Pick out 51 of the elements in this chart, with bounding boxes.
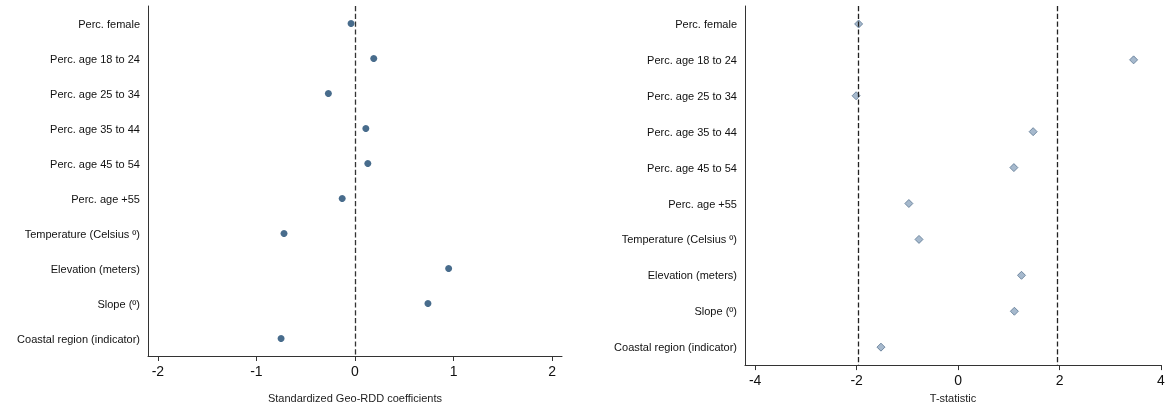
x-tick-label: 2 [548, 363, 557, 379]
point [364, 160, 372, 167]
point [851, 91, 861, 101]
point [914, 234, 924, 244]
y-tick-label: Perc. age 45 to 54 [647, 161, 737, 174]
point [1009, 163, 1019, 173]
point [280, 230, 288, 237]
point [362, 125, 370, 132]
x-tick-label: -2 [850, 372, 864, 389]
point [324, 90, 332, 97]
x-tick-label: 0 [954, 372, 963, 389]
y-tick-label: Coastal region (indicator) [614, 341, 737, 354]
y-tick-label: Temperature (Celsius º) [24, 227, 140, 240]
point [370, 55, 378, 62]
x-tick-label: 1 [449, 363, 458, 379]
x-axis-title: T-statistic [929, 391, 977, 404]
x-tick-label: 4 [1157, 372, 1166, 389]
point [876, 342, 886, 352]
y-tick-label: Slope (º) [694, 305, 737, 318]
y-tick-label: Perc. age 25 to 34 [647, 89, 737, 102]
point [424, 300, 432, 307]
y-tick-label: Perc. age +55 [668, 197, 737, 210]
y-tick-label: Perc. age 18 to 24 [50, 52, 140, 65]
point [338, 195, 346, 202]
y-tick-label: Perc. female [78, 17, 140, 30]
y-tick-label: Coastal region (indicator) [17, 332, 140, 345]
y-tick-label: Perc. age +55 [71, 192, 140, 205]
y-tick-label: Elevation (meters) [50, 262, 140, 275]
point [1129, 55, 1139, 65]
x-tick-label: -2 [151, 363, 165, 379]
y-tick-label: Perc. age 35 to 44 [50, 122, 140, 135]
point [347, 20, 355, 27]
point [1009, 306, 1019, 316]
y-tick-label: Perc. age 18 to 24 [647, 53, 737, 66]
x-tick-label: 0 [351, 363, 360, 379]
point [445, 265, 453, 272]
point [1028, 127, 1038, 137]
point [277, 335, 285, 342]
y-tick-label: Perc. female [675, 17, 737, 30]
y-tick-label: Perc. age 45 to 54 [50, 157, 140, 170]
y-tick-label: Perc. age 35 to 44 [647, 125, 737, 138]
x-tick-label: -1 [250, 363, 263, 379]
y-tick-label: Slope (º) [97, 297, 140, 310]
point [904, 199, 914, 209]
x-tick-label: 2 [1055, 372, 1064, 389]
y-tick-label: Temperature (Celsius º) [621, 233, 737, 246]
point [1016, 270, 1026, 280]
x-axis-title: Standardized Geo-RDD coefficients [267, 391, 443, 404]
y-tick-label: Perc. age 25 to 34 [50, 87, 140, 100]
x-tick-label: -4 [748, 372, 762, 389]
y-tick-label: Elevation (meters) [647, 269, 737, 282]
